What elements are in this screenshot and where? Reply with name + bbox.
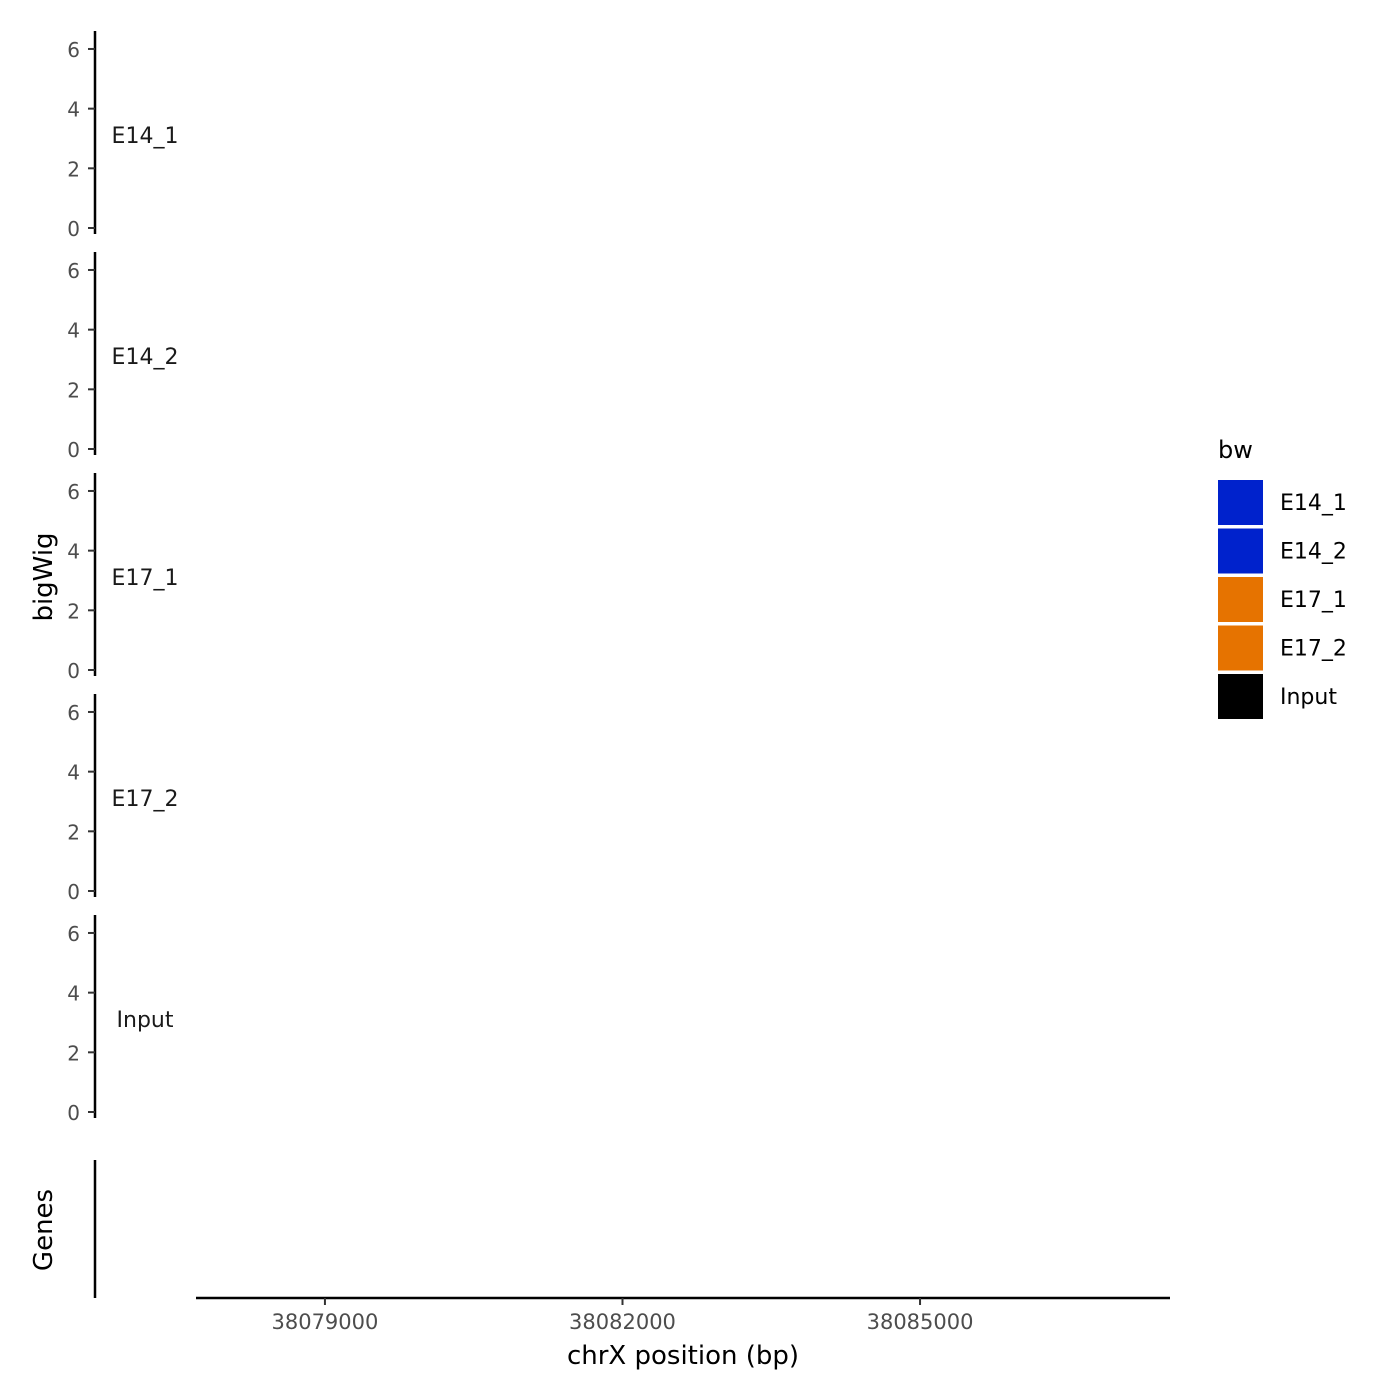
legend-label: E14_1	[1280, 491, 1347, 516]
y-tick-label: 2	[67, 599, 80, 623]
y-axis-label: bigWig	[29, 532, 59, 621]
legend-label: Input	[1280, 685, 1337, 710]
track-label: E17_1	[112, 566, 179, 591]
y-tick-label: 4	[67, 982, 80, 1006]
x-axis: 38079000 38082000 38085000	[196, 1296, 1170, 1334]
legend-swatch	[1218, 577, 1263, 622]
y-tick-label: 4	[67, 540, 80, 564]
track-label: Input	[117, 1008, 174, 1033]
legend-entry: E14_1	[1218, 480, 1347, 525]
legend-title: bw	[1218, 436, 1253, 464]
track-input: 0 2 4 6 Input	[67, 915, 174, 1125]
x-tick-label: 38085000	[867, 1310, 974, 1334]
legend-label: E14_2	[1280, 540, 1347, 565]
track-e14-1: 0 2 4 6 E14_1	[67, 31, 179, 241]
legend-entry: E14_2	[1218, 528, 1347, 574]
genes-axis-label: Genes	[29, 1189, 59, 1271]
y-tick-label: 0	[67, 659, 80, 683]
x-axis-label: chrX position (bp)	[567, 1341, 799, 1371]
track-label: E17_2	[112, 787, 179, 812]
tracks-layer: 0 2 4 6 E14_1 0 2 4 6 E14_2 0 2 4 6 E17_1 0 2 4 6 E17_2 0 2 4 6…	[67, 31, 179, 1125]
y-tick-label: 4	[67, 319, 80, 343]
y-tick-label: 2	[67, 820, 80, 844]
legend-swatch	[1218, 480, 1263, 525]
y-tick-label: 6	[67, 701, 80, 725]
legend-swatch	[1218, 528, 1263, 574]
track-e14-2: 0 2 4 6 E14_2	[67, 252, 179, 462]
legend-label: E17_2	[1280, 637, 1347, 662]
y-tick-label: 6	[67, 922, 80, 946]
legend-label: E17_1	[1280, 588, 1347, 613]
track-label: E14_2	[112, 345, 179, 370]
y-tick-label: 2	[67, 378, 80, 402]
y-tick-label: 0	[67, 880, 80, 904]
y-tick-label: 6	[67, 480, 80, 504]
y-tick-label: 4	[67, 98, 80, 122]
y-tick-label: 0	[67, 217, 80, 241]
y-tick-label: 2	[67, 157, 80, 181]
y-tick-label: 0	[67, 438, 80, 462]
track-e17-1: 0 2 4 6 E17_1	[67, 473, 179, 683]
y-tick-label: 4	[67, 761, 80, 785]
y-tick-label: 6	[67, 38, 80, 62]
y-tick-label: 0	[67, 1101, 80, 1125]
y-tick-label: 6	[67, 259, 80, 283]
legend-entry: E17_2	[1218, 625, 1347, 671]
legend-entry: E17_1	[1218, 577, 1347, 622]
legend-swatch	[1218, 674, 1263, 719]
legend-entry: Input	[1218, 674, 1337, 719]
x-tick-label: 38079000	[271, 1310, 378, 1334]
x-tick-label: 38082000	[569, 1310, 676, 1334]
y-tick-label: 2	[67, 1041, 80, 1065]
track-e17-2: 0 2 4 6 E17_2	[67, 694, 179, 904]
genes-layer: Rhox11	[93, 1160, 97, 1298]
legend-swatch	[1218, 625, 1263, 671]
track-label: E14_1	[112, 124, 179, 149]
legend: bw E14_1 E14_2 E17_1 E17_2 Input	[1218, 436, 1347, 719]
